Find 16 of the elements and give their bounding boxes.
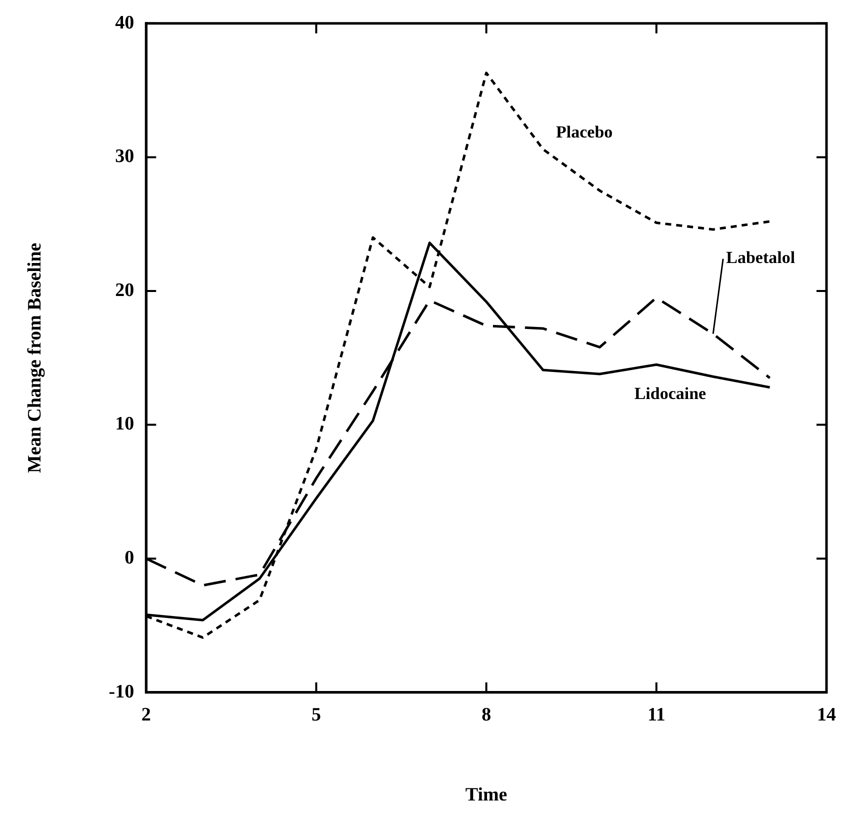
x-tick-label: 2 (141, 704, 151, 726)
x-axis-title: Time (465, 784, 508, 806)
y-tick-label: 30 (115, 146, 134, 168)
y-axis-title: Mean Change from Baseline (24, 242, 46, 474)
x-tick-label: 11 (647, 704, 666, 726)
y-tick-label: 0 (124, 548, 134, 569)
y-tick-label: 40 (115, 12, 134, 34)
x-tick-label: 14 (817, 704, 836, 726)
y-tick-label: 10 (115, 414, 134, 435)
series-label: Placebo (556, 122, 613, 142)
y-tick-label: 20 (115, 280, 134, 301)
y-tick-label: -10 (108, 681, 134, 702)
x-tick-label: 5 (311, 704, 321, 726)
text: Labetalol (726, 248, 796, 268)
series-label: Lidocaine (634, 384, 707, 404)
x-tick-label: 8 (482, 704, 492, 726)
